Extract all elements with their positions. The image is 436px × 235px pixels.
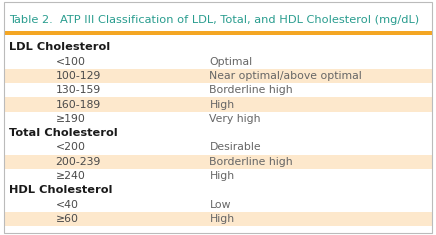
Text: Very high: Very high bbox=[209, 114, 261, 124]
Text: High: High bbox=[209, 171, 235, 181]
Text: <100: <100 bbox=[56, 57, 85, 67]
Text: ≥60: ≥60 bbox=[56, 214, 78, 224]
Text: LDL Cholesterol: LDL Cholesterol bbox=[9, 43, 110, 52]
Text: ≥240: ≥240 bbox=[56, 171, 85, 181]
Text: <40: <40 bbox=[56, 200, 78, 210]
Text: Total Cholesterol: Total Cholesterol bbox=[9, 128, 117, 138]
Text: Borderline high: Borderline high bbox=[209, 85, 293, 95]
Text: Table 2.  ATP III Classification of LDL, Total, and HDL Cholesterol (mg/dL): Table 2. ATP III Classification of LDL, … bbox=[9, 15, 419, 25]
Text: 130-159: 130-159 bbox=[56, 85, 101, 95]
Text: 100-129: 100-129 bbox=[56, 71, 101, 81]
Bar bbox=[4, 69, 432, 83]
Text: Low: Low bbox=[209, 200, 231, 210]
Text: Borderline high: Borderline high bbox=[209, 157, 293, 167]
Text: Desirable: Desirable bbox=[209, 142, 261, 153]
Bar bbox=[4, 155, 432, 169]
Text: High: High bbox=[209, 214, 235, 224]
Text: 160-189: 160-189 bbox=[56, 100, 101, 110]
Bar bbox=[4, 98, 432, 112]
Text: Near optimal/above optimal: Near optimal/above optimal bbox=[209, 71, 362, 81]
Text: High: High bbox=[209, 100, 235, 110]
Text: ≥190: ≥190 bbox=[56, 114, 85, 124]
Text: 200-239: 200-239 bbox=[56, 157, 101, 167]
Text: <200: <200 bbox=[56, 142, 85, 153]
Text: Optimal: Optimal bbox=[209, 57, 252, 67]
Text: HDL Cholesterol: HDL Cholesterol bbox=[9, 185, 112, 195]
Bar bbox=[4, 31, 432, 35]
Bar bbox=[4, 212, 432, 226]
